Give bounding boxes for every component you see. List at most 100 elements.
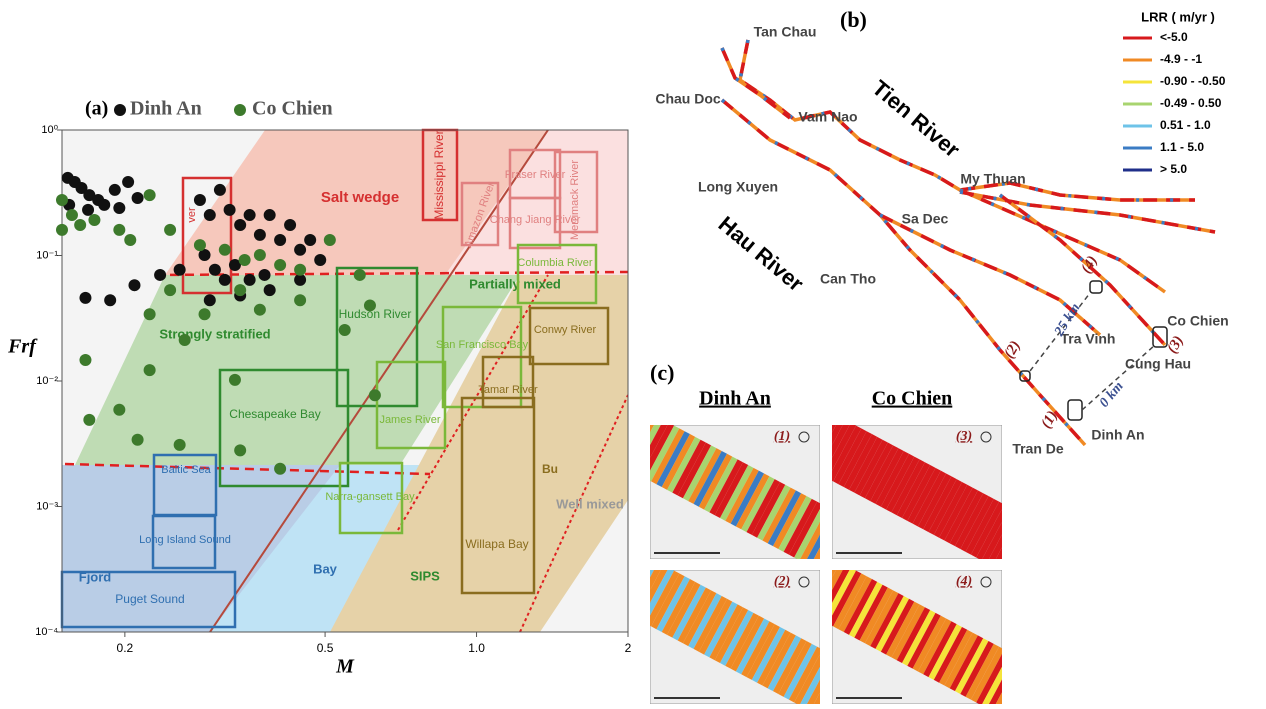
point [128, 279, 140, 291]
place-label: Co Chien [1167, 313, 1228, 329]
point [113, 224, 125, 236]
stripe [1003, 519, 1036, 575]
point [164, 224, 176, 236]
site-box [1090, 281, 1102, 293]
point [304, 234, 316, 246]
x-tick-label: 0.5 [317, 641, 334, 655]
inset-label: (1) [774, 429, 790, 444]
place-label: Chau Doc [655, 91, 721, 107]
point [194, 239, 206, 251]
inset-label: (3) [956, 429, 972, 444]
legend-title: LRR ( m/yr ) [1141, 9, 1215, 24]
inset: (4) [801, 557, 1041, 704]
point [354, 269, 366, 281]
legend-label: 0.51 - 1.0 [1160, 118, 1211, 132]
point [339, 324, 351, 336]
place-label: Sa Dec [902, 211, 949, 227]
y-tick-label: 10⁻¹ [36, 249, 58, 261]
region-label: Mississippi River [432, 130, 446, 219]
region-label: Merrimack River [569, 160, 581, 240]
point [234, 284, 246, 296]
map-legend: <-5.0-4.9 - -1-0.90 - -0.50-0.49 - 0.500… [1123, 30, 1226, 176]
point [74, 219, 86, 231]
place-label: Cung Hau [1125, 356, 1191, 372]
legend-marker [234, 104, 246, 116]
region-label: Willapa Bay [465, 537, 528, 551]
place-label: Long Xuyen [698, 179, 778, 195]
point [204, 294, 216, 306]
legend-label: 1.1 - 5.0 [1160, 140, 1204, 154]
point [364, 299, 376, 311]
transect [1082, 345, 1155, 410]
place-label: Tan Chau [754, 24, 817, 40]
x-tick-label: 0.2 [117, 641, 134, 655]
legend-label: -0.49 - 0.50 [1160, 96, 1222, 110]
y-tick-label: 10⁻² [36, 375, 58, 387]
inset: (3) [801, 412, 1041, 578]
legend-label: <-5.0 [1160, 30, 1188, 44]
point [294, 264, 306, 276]
point [88, 214, 100, 226]
point [254, 229, 266, 241]
point [122, 176, 134, 188]
point [199, 308, 211, 320]
point [98, 199, 110, 211]
region-label: Chesapeake Bay [229, 407, 320, 421]
column-title: Dinh An [699, 388, 771, 410]
point [113, 202, 125, 214]
site-label: (1) [1038, 408, 1061, 431]
point [82, 204, 94, 216]
point [56, 224, 68, 236]
region-label: Fraser River [505, 169, 566, 181]
stripe [997, 661, 1030, 704]
point [79, 354, 91, 366]
place-label: Vam Nao [798, 109, 857, 125]
legend-marker [114, 104, 126, 116]
x-tick-label: 2 [625, 641, 632, 655]
inset-label: (4) [956, 574, 972, 589]
panel-label: (c) [650, 360, 674, 385]
inset: (1) [619, 412, 859, 578]
panel-label: (b) [840, 7, 867, 32]
region-label: James River [379, 414, 440, 426]
point [314, 254, 326, 266]
point [284, 219, 296, 231]
point [104, 294, 116, 306]
region-label: Baltic Sea [161, 464, 211, 476]
legend-label: Co Chien [252, 98, 333, 120]
point [144, 364, 156, 376]
point [294, 294, 306, 306]
point [179, 334, 191, 346]
stripe [1008, 666, 1041, 704]
inset-label: (2) [774, 574, 790, 589]
point [274, 463, 286, 475]
point [144, 308, 156, 320]
region-label: Hudson River [339, 307, 412, 321]
legend-label: -4.9 - -1 [1160, 52, 1202, 66]
point [209, 264, 221, 276]
point [154, 269, 166, 281]
point [254, 249, 266, 261]
column-title: Co Chien [872, 388, 953, 410]
region-label: ver [186, 207, 198, 223]
point [264, 284, 276, 296]
point [214, 184, 226, 196]
region-label: Columbia River [517, 257, 593, 269]
point [219, 274, 231, 286]
stripe [1003, 664, 1036, 704]
point [274, 259, 286, 271]
point [259, 269, 271, 281]
point [254, 304, 266, 316]
region-label: Tamar River [478, 384, 538, 396]
point [194, 194, 206, 206]
point [234, 219, 246, 231]
region-label: Strongly stratified [159, 326, 270, 341]
point [132, 192, 144, 204]
point [294, 244, 306, 256]
point [66, 209, 78, 221]
place-label: Tran De [1012, 441, 1064, 457]
x-tick-label: 1.0 [468, 641, 485, 655]
point [274, 234, 286, 246]
inset: (2) [619, 557, 859, 704]
point [124, 234, 136, 246]
